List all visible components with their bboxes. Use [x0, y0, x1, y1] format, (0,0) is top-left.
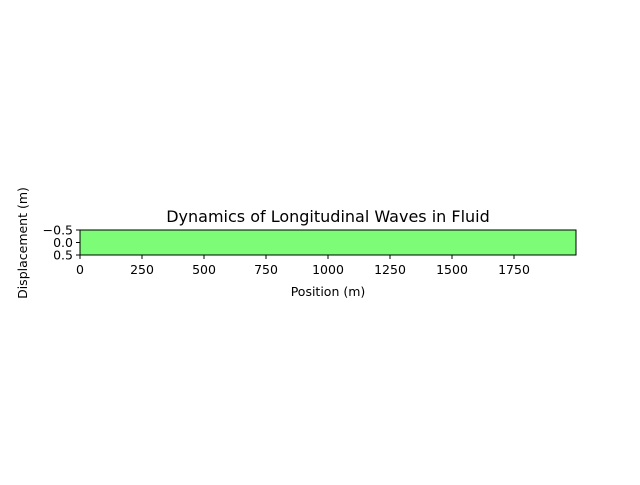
x-tick-label: 1500 — [436, 262, 468, 277]
x-tick-label: 0 — [76, 262, 84, 277]
y-tick-label: 0.0 — [53, 235, 73, 250]
heatmap-field — [80, 230, 576, 255]
y-tick-label: 0.5 — [53, 248, 73, 263]
x-tick-label: 750 — [254, 262, 278, 277]
y-tick-label: −0.5 — [43, 223, 73, 238]
x-tick-label: 250 — [130, 262, 154, 277]
x-axis-ticks: 0 250 500 750 1000 1250 1500 1750 — [76, 255, 530, 277]
x-tick-label: 500 — [192, 262, 216, 277]
chart-title: Dynamics of Longitudinal Waves in Fluid — [166, 207, 490, 226]
x-tick-label: 1000 — [312, 262, 344, 277]
x-axis-label: Position (m) — [291, 284, 366, 299]
y-axis-ticks: −0.50.00.5 — [43, 223, 80, 263]
y-axis-label: Displacement (m) — [15, 187, 30, 299]
x-tick-label: 1750 — [498, 262, 530, 277]
x-tick-label: 1250 — [374, 262, 406, 277]
